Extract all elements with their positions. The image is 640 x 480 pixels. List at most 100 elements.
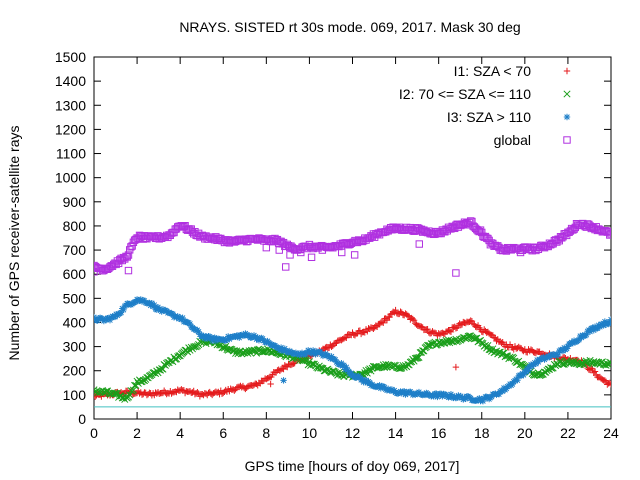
- data-point: [447, 328, 455, 336]
- legend-marker-glyph: [563, 90, 571, 98]
- x-tick-label: 6: [219, 425, 227, 441]
- outlier-point: [318, 246, 327, 254]
- data-point: [362, 377, 370, 384]
- legend-marker: [563, 90, 571, 98]
- data-point: [341, 366, 349, 373]
- data-point: [137, 296, 144, 303]
- y-tick-label: 900: [63, 194, 87, 210]
- data-point: [94, 317, 101, 324]
- data-point: [606, 320, 611, 327]
- data-point: [495, 391, 503, 398]
- data-point: [308, 350, 316, 357]
- data-point: [316, 364, 325, 372]
- outlier-point: [267, 380, 274, 388]
- data-point: [308, 360, 316, 368]
- data-point: [424, 325, 431, 333]
- data-point: [524, 365, 531, 372]
- x-axis-label: GPS time [hours of doy 069, 2017]: [245, 458, 460, 474]
- x-tick-label: 8: [262, 425, 270, 441]
- data-point: [391, 387, 398, 394]
- data-point: [303, 349, 311, 356]
- data-point: [404, 312, 412, 319]
- data-point: [418, 323, 425, 330]
- data-point: [589, 324, 596, 332]
- outlier-point: [415, 240, 423, 248]
- data-point: [520, 371, 527, 379]
- legend-marker-glyph: [563, 113, 571, 121]
- x-tick-label: 4: [176, 425, 184, 441]
- outlier-point: [282, 263, 290, 271]
- x-tick-label: 10: [302, 425, 318, 441]
- data-point: [163, 307, 170, 315]
- data-point: [535, 358, 542, 366]
- outlier-point: [452, 363, 460, 371]
- data-point: [112, 389, 120, 397]
- y-axis-label: Number of GPS receiver-satellite rays: [6, 126, 22, 361]
- data-point: [124, 251, 133, 259]
- data-point: [280, 347, 287, 355]
- data-point: [583, 331, 590, 338]
- legend-marker: [563, 113, 571, 121]
- data-point: [499, 349, 507, 357]
- outlier-point: [516, 248, 525, 257]
- x-tick-label: 20: [517, 425, 533, 441]
- data-point: [427, 340, 435, 348]
- data-point: [359, 376, 366, 383]
- data-point: [361, 369, 369, 377]
- legend-marker-glyph: [563, 67, 571, 75]
- data-point: [186, 320, 194, 328]
- data-point: [424, 341, 432, 350]
- data-point: [153, 306, 160, 313]
- y-tick-label: 600: [63, 266, 87, 282]
- data-point: [421, 391, 429, 399]
- data-point: [498, 387, 505, 394]
- data-point: [478, 395, 485, 403]
- legend-label: I3: SZA > 110: [447, 109, 531, 125]
- data-point: [139, 376, 147, 384]
- data-point: [123, 253, 131, 261]
- data-point: [174, 313, 181, 320]
- series-1: [94, 306, 611, 400]
- data-point: [129, 386, 137, 394]
- y-tick-label: 1100: [56, 146, 86, 162]
- outlier-point: [124, 266, 133, 275]
- data-point: [446, 327, 453, 335]
- outlier-point: [452, 269, 460, 277]
- data-point: [277, 344, 285, 351]
- outlier-point: [262, 243, 271, 252]
- data-point: [607, 316, 611, 323]
- data-point: [194, 388, 201, 396]
- data-point: [236, 334, 243, 341]
- data-point: [594, 325, 601, 332]
- y-tick-label: 0: [78, 411, 86, 427]
- data-point: [343, 363, 350, 371]
- data-point: [151, 301, 158, 309]
- x-tick-label: 16: [431, 425, 447, 441]
- data-point: [370, 325, 377, 333]
- data-point: [380, 319, 387, 327]
- data-point: [470, 335, 478, 343]
- y-tick-label: 1500: [55, 49, 86, 65]
- data-point: [328, 353, 335, 360]
- data-point: [343, 334, 350, 342]
- data-point: [158, 308, 165, 315]
- data-point: [224, 333, 232, 340]
- data-point: [195, 328, 202, 336]
- y-tick-label: 1300: [55, 97, 86, 113]
- x-tick-label: 18: [474, 425, 490, 441]
- data-point: [348, 369, 355, 377]
- data-point: [208, 337, 216, 345]
- data-point: [490, 334, 498, 341]
- data-point: [602, 321, 610, 328]
- data-point: [332, 356, 339, 363]
- data-point: [147, 302, 154, 309]
- data-point: [447, 391, 455, 398]
- data-point: [345, 368, 353, 375]
- data-point: [377, 385, 385, 392]
- data-point: [569, 339, 577, 347]
- y-tick-labels: 0 100 200 300 400 500 600 700 800 900 1000 1100 1200…: [55, 49, 86, 427]
- data-point: [381, 383, 388, 391]
- data-point: [376, 382, 383, 389]
- data-point: [397, 308, 404, 315]
- data-point: [309, 347, 317, 354]
